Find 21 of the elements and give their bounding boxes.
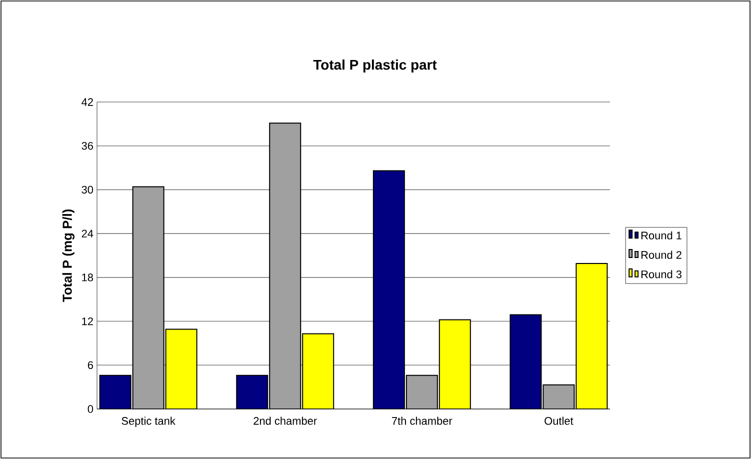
y-tick-label: 0 (88, 405, 94, 413)
y-tick-label: 18 (82, 274, 93, 282)
y-tick-label: 12 (82, 317, 93, 326)
y-axis-title: Total P (mg P/l) (62, 209, 74, 302)
x-tick-label: Septic tank (122, 416, 176, 427)
y-tick-label: 30 (82, 186, 94, 194)
chart-title: Total P plastic part (313, 59, 437, 72)
bar (269, 122, 302, 409)
y-tick-label: 36 (82, 142, 93, 150)
x-tick-label: 2nd chamber (254, 416, 317, 425)
legend-label: Round 2 (641, 250, 682, 259)
x-tick-label: 7th chamber (392, 416, 452, 425)
legend-label: Round 3 (641, 270, 682, 278)
bar (132, 186, 164, 409)
legend-label: Round 1 (641, 231, 682, 240)
y-tick-label: 6 (88, 361, 94, 370)
x-tick-label: Outlet (544, 416, 574, 425)
bar (542, 384, 575, 409)
bar (406, 374, 438, 409)
y-tick-label: 24 (82, 230, 94, 238)
y-tick-label: 42 (82, 98, 93, 106)
